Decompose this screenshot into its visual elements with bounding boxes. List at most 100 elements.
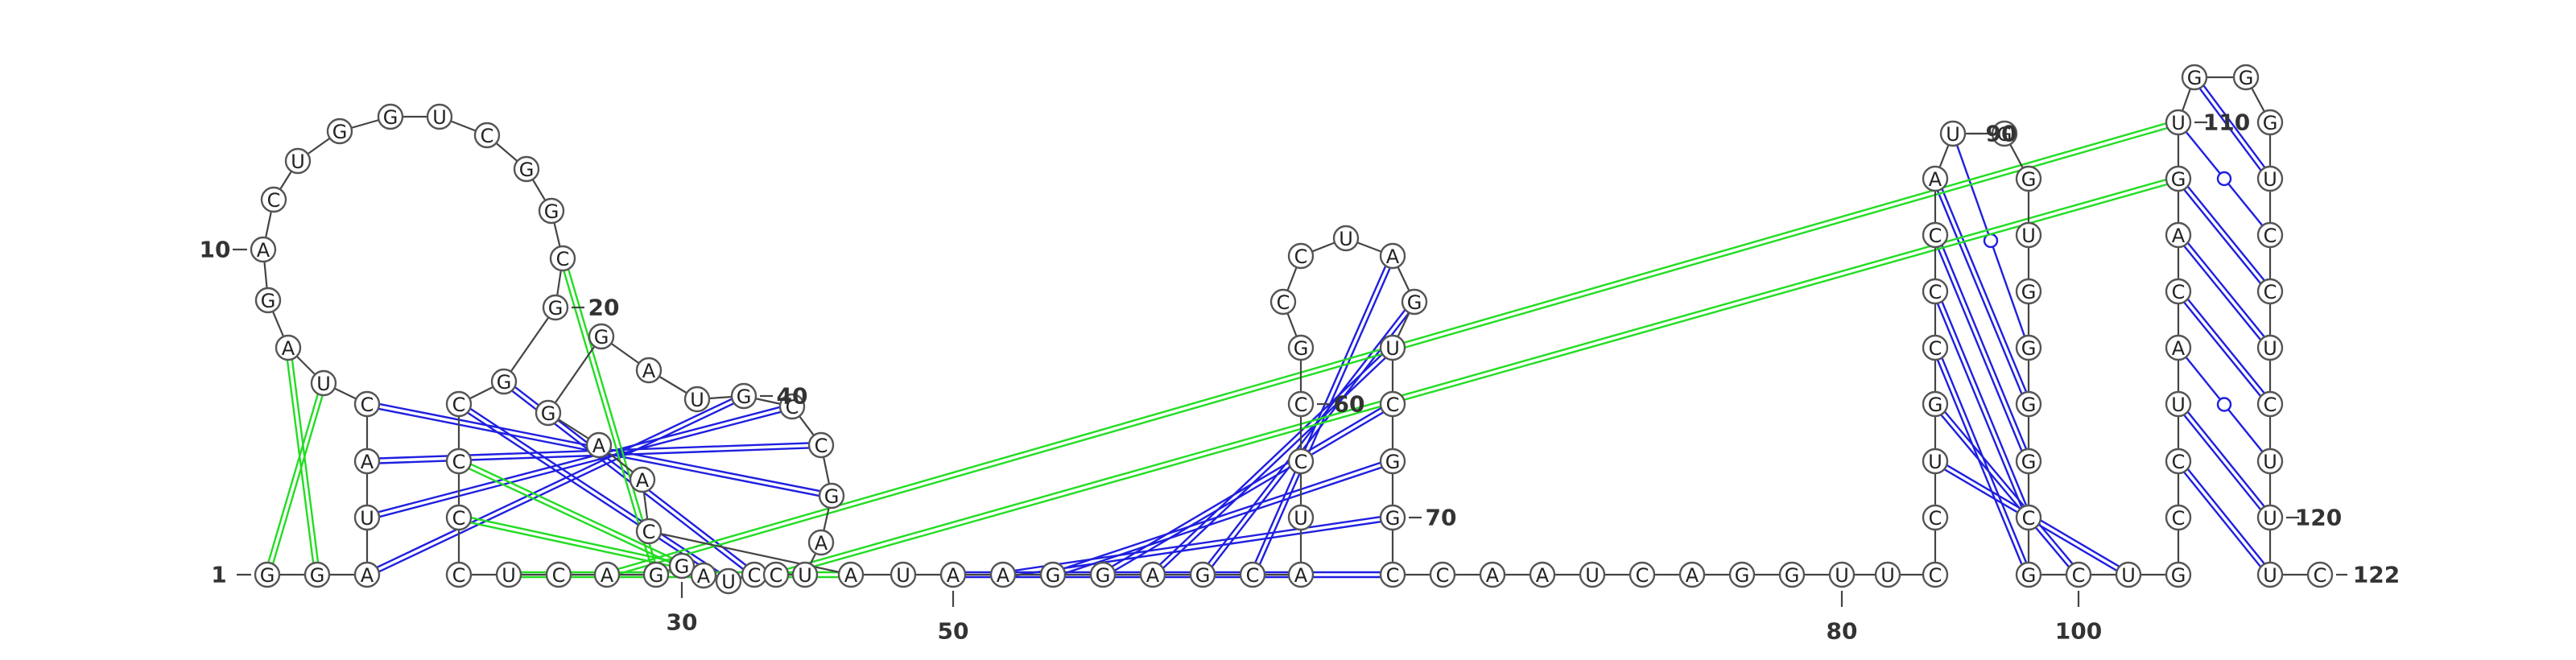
nucleotide-letter: G <box>2021 451 2037 473</box>
canonical-pair-line <box>1932 235 2028 463</box>
nucleotide: U <box>1287 504 1315 531</box>
nucleotide-circle <box>353 504 381 531</box>
nucleotide-letter: G <box>2021 564 2037 587</box>
nucleotide-letter: C <box>770 564 783 587</box>
nucleotide: C <box>1629 561 1656 588</box>
nucleotide-circle <box>2256 109 2284 136</box>
nucleotide: G <box>326 118 353 145</box>
nucleotide: C <box>1287 242 1315 270</box>
nucleotide: U <box>310 369 337 397</box>
nucleotide-circle <box>1332 225 1360 252</box>
nucleotide: G <box>730 382 758 410</box>
nucleotide-letter: C <box>642 521 656 543</box>
nucleotide-letter: C <box>1929 337 1942 360</box>
nucleotide: C <box>1379 390 1406 418</box>
nucleotide-letter: A <box>1929 168 1942 191</box>
nucleotide-circle <box>1379 390 1406 418</box>
nucleotide: A <box>837 561 865 588</box>
canonical-pair-line <box>1199 299 1414 574</box>
nucleotide-circle <box>807 431 835 459</box>
nucleotide-circle <box>1922 221 1949 249</box>
nucleotide-letter: G <box>260 564 275 587</box>
nucleotide-circle <box>1922 278 1949 305</box>
nucleotide-circle <box>310 369 337 397</box>
nucleotide-circle <box>1922 448 1949 475</box>
nucleotide-circle <box>353 448 381 475</box>
nucleotide: C <box>1922 278 1949 305</box>
nucleotide-letter: U <box>690 389 704 411</box>
nucleotide-letter: U <box>1385 337 1400 360</box>
nucleotide: G <box>1991 120 2018 147</box>
nucleotide-circle <box>1287 390 1315 418</box>
nucleotide-circle <box>668 552 696 580</box>
numbering-label: 20 <box>588 295 620 321</box>
numbering-label: 1 <box>211 562 226 588</box>
nucleotide-letter: G <box>1385 451 1401 473</box>
numbering-label: 30 <box>667 609 698 636</box>
nucleotide-circle <box>377 103 404 130</box>
nucleotide: U <box>284 147 312 175</box>
backbone-segment <box>503 307 556 382</box>
nucleotide: G <box>377 103 404 130</box>
nucleotide-circle <box>490 368 518 395</box>
nucleotide-circle <box>588 323 615 350</box>
nucleotide-letter: G <box>310 564 325 587</box>
nucleotide-circle <box>535 399 562 427</box>
nucleotide: G <box>642 561 670 588</box>
nucleotide: C <box>2256 221 2284 249</box>
nucleotide: C <box>549 245 576 272</box>
nucleotide: A <box>989 561 1017 588</box>
nucleotide: G <box>1379 504 1406 531</box>
nucleotide-circle <box>1778 561 1806 588</box>
nucleotide-circle <box>778 393 806 420</box>
nucleotide: G <box>542 294 569 321</box>
nucleotide-circle <box>2015 448 2042 475</box>
nucleotide: C <box>778 393 806 420</box>
nucleotide: C <box>2306 561 2334 588</box>
canonical-pair-line <box>2175 179 2269 294</box>
numbering-label: 110 <box>2203 109 2250 136</box>
nucleotide-letter: C <box>2172 281 2186 303</box>
nucleotide-letter: G <box>737 386 752 408</box>
pseudoknot-pair-line <box>458 518 682 570</box>
canonical-pair-line <box>365 402 792 517</box>
nucleotide-letter: C <box>1636 564 1649 587</box>
pseudoknot-pair-line <box>268 383 328 576</box>
nucleotide-letter: G <box>1046 564 1061 587</box>
canonical-pair-line <box>1936 177 2032 404</box>
nucleotide: C <box>1922 221 1949 249</box>
nucleotide-letter: G <box>1785 564 1800 587</box>
nucleotide-letter: A <box>1536 564 1550 587</box>
nucleotide: U <box>791 561 819 588</box>
nucleotide-circle <box>1828 561 1856 588</box>
nucleotide-circle <box>2256 334 2284 361</box>
canonical-pair-line <box>1936 233 2032 461</box>
nucleotide-circle <box>538 197 565 225</box>
canonical-pair-line <box>1053 462 1394 578</box>
numbering-label: 120 <box>2295 505 2342 531</box>
nucleotide-circle <box>2165 448 2192 475</box>
nucleotide: G <box>2232 64 2260 91</box>
nucleotide-letter: C <box>2264 225 2277 247</box>
nucleotide-circle <box>284 147 312 175</box>
pseudoknot-pair-line <box>263 382 323 575</box>
nucleotide-circle <box>2165 109 2192 136</box>
nucleotide: C <box>1922 504 1949 531</box>
nucleotide-letter: U <box>721 571 736 593</box>
nucleotide-circle <box>818 482 845 509</box>
nucleotide: G <box>538 197 565 225</box>
pseudoknot-pair-line <box>289 347 321 575</box>
nucleotide-letter: G <box>649 564 664 587</box>
nucleotide-letter: C <box>2022 507 2036 530</box>
nucleotide-circle <box>1922 165 1949 192</box>
nucleotide-letter: G <box>332 121 348 143</box>
nucleotide-letter: G <box>1096 564 1111 587</box>
nucleotide-letter: C <box>1277 291 1290 314</box>
numbering-label: 50 <box>938 618 969 645</box>
nucleotide-circle <box>690 562 717 589</box>
canonical-pair-line <box>365 393 744 574</box>
nucleotide: C <box>2165 504 2192 531</box>
nucleotide-letter: C <box>1929 564 1942 587</box>
nucleotide: G <box>668 552 696 580</box>
